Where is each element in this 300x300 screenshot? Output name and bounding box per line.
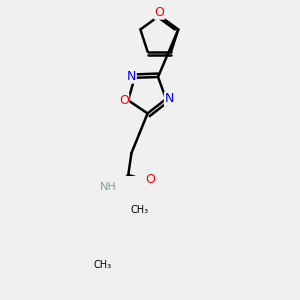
Text: NH: NH	[100, 182, 117, 193]
Text: CH₃: CH₃	[130, 205, 148, 215]
Text: CH₃: CH₃	[94, 260, 112, 270]
Text: O: O	[119, 94, 129, 107]
Text: N: N	[164, 92, 174, 106]
Text: N: N	[127, 70, 136, 83]
Text: O: O	[154, 6, 164, 19]
Text: O: O	[145, 173, 155, 187]
